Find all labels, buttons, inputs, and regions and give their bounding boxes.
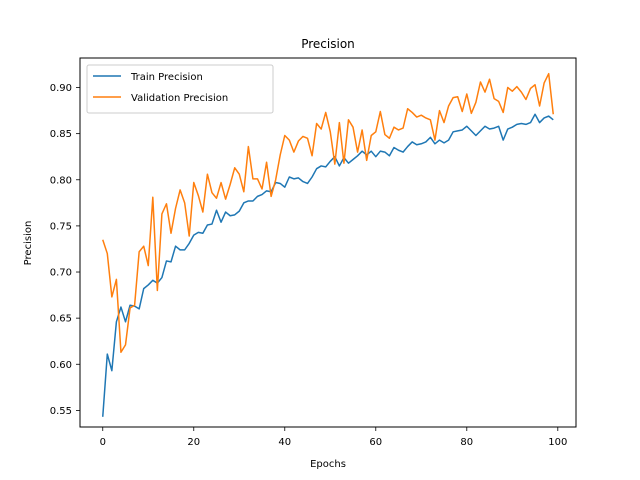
series-line-train-precision: [102, 113, 554, 417]
y-axis: 0.55 0.60 0.65 0.70 0.75 0.80 0.85 0.90: [50, 83, 80, 417]
x-tick-label: 100: [548, 437, 567, 448]
legend-label-train-precision: Train Precision: [130, 72, 203, 83]
y-tick-label: 0.85: [50, 129, 72, 140]
plot-lines: [102, 72, 554, 417]
legend: Train Precision Validation Precision: [86, 64, 274, 114]
x-axis: 0 20 40 60 80 100: [100, 427, 567, 448]
x-tick-label: 0: [100, 437, 106, 448]
y-tick-label: 0.80: [50, 175, 72, 186]
plot-area-frame: [79, 57, 577, 428]
x-tick-label: 60: [369, 437, 382, 448]
y-tick-label: 0.55: [50, 406, 72, 417]
y-tick-label: 0.90: [50, 83, 72, 94]
legend-label-validation-precision: Validation Precision: [131, 93, 228, 104]
legend-box: [86, 64, 274, 114]
y-tick-label: 0.70: [50, 268, 72, 279]
y-tick-label: 0.65: [50, 314, 72, 325]
chart-title: Precision: [301, 37, 355, 51]
x-tick-label: 80: [460, 437, 473, 448]
x-tick-label: 40: [278, 437, 291, 448]
y-tick-label: 0.60: [50, 360, 72, 371]
x-axis-label: Epochs: [310, 459, 346, 470]
x-tick-label: 20: [187, 437, 200, 448]
y-axis-label: Precision: [23, 221, 34, 266]
y-tick-label: 0.75: [50, 221, 72, 232]
series-line-validation-precision: [102, 72, 554, 354]
